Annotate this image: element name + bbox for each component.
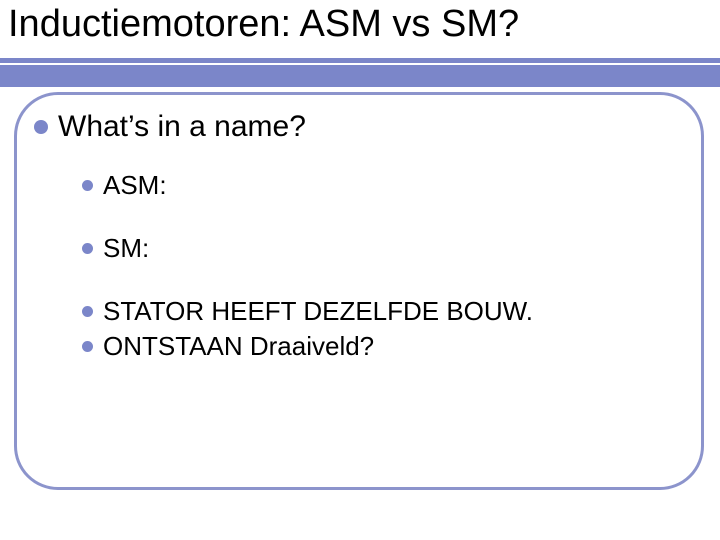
list-item: ASM:: [82, 170, 694, 201]
bullet-text: STATOR HEEFT DEZELFDE BOUW.: [103, 296, 533, 327]
list-item: STATOR HEEFT DEZELFDE BOUW.: [82, 296, 694, 327]
content-body: What’s in a name? ASM: SM: STATOR HEEFT …: [34, 110, 694, 394]
accent-bar: [0, 65, 720, 87]
title-underline: [0, 58, 720, 63]
bullet-text: What’s in a name?: [58, 110, 306, 144]
list-item: What’s in a name?: [34, 110, 694, 144]
bullet-icon: [34, 120, 48, 134]
bullet-icon: [82, 180, 93, 191]
bullet-icon: [82, 243, 93, 254]
slide-title: Inductiemotoren: ASM vs SM?: [6, 2, 714, 48]
list-item: ONTSTAAN Draaiveld?: [82, 331, 694, 362]
bullet-icon: [82, 306, 93, 317]
slide: Inductiemotoren: ASM vs SM? What’s in a …: [0, 0, 720, 540]
title-region: Inductiemotoren: ASM vs SM?: [6, 2, 714, 48]
bullet-icon: [82, 341, 93, 352]
bullet-text: ASM:: [103, 170, 167, 201]
bullet-text: ONTSTAAN Draaiveld?: [103, 331, 374, 362]
list-item: SM:: [82, 233, 694, 264]
bullet-text: SM:: [103, 233, 149, 264]
